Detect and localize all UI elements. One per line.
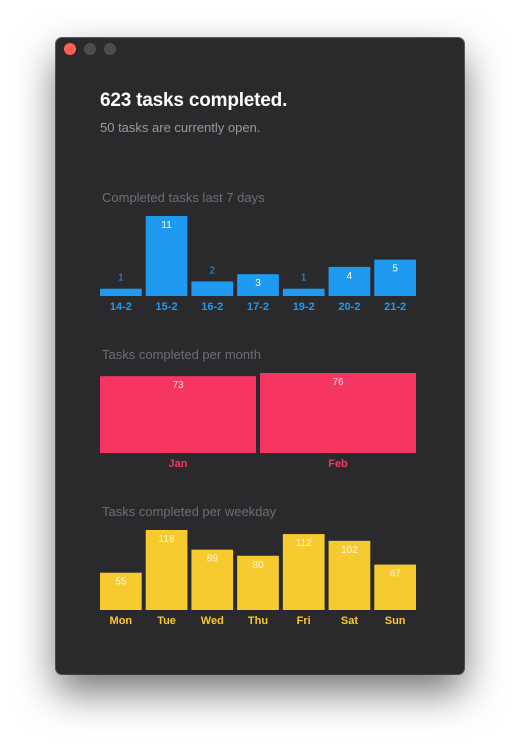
chart-plot: 73 Jan 76 Feb (100, 373, 416, 470)
value-label: 80 (252, 560, 264, 571)
category-label: 20-2 (338, 301, 360, 313)
chart-per-weekday: Tasks completed per weekday 55 Mon 118 Tue 8… (100, 504, 416, 634)
value-label: 5 (392, 264, 398, 275)
app-window: 623 tasks completed. 50 tasks are curren… (56, 38, 464, 674)
bar-Thu (237, 555, 279, 610)
value-label: 89 (207, 554, 219, 565)
bar-Feb (260, 373, 416, 453)
value-label: 76 (332, 377, 344, 388)
value-label: 73 (172, 380, 184, 391)
bar-19-2 (282, 288, 325, 296)
category-label: Sun (385, 615, 406, 627)
bar-Mon (100, 572, 142, 610)
chart-title: Tasks completed per weekday (102, 504, 277, 519)
value-label: 1 (301, 273, 307, 284)
value-label: 118 (159, 534, 175, 545)
value-label: 67 (390, 569, 402, 580)
bar-16-2 (191, 281, 234, 296)
category-label: Jan (169, 458, 188, 470)
bar-Sun (374, 564, 416, 610)
category-label: 19-2 (293, 301, 315, 313)
bar-Jan (100, 376, 256, 453)
category-label: Wed (201, 615, 224, 627)
category-label: Tue (157, 615, 176, 627)
category-label: 15-2 (156, 301, 178, 313)
value-label: 2 (210, 265, 216, 276)
bar-20-2 (328, 266, 371, 296)
completed-count-headline: 623 tasks completed. (100, 90, 288, 111)
bar-Wed (191, 549, 234, 610)
chart-title: Completed tasks last 7 days (102, 190, 265, 205)
value-label: 11 (161, 220, 172, 231)
bar-Fri (282, 534, 325, 610)
bar-15-2 (145, 216, 188, 296)
bar-17-2 (237, 274, 279, 296)
bar-Tue (145, 530, 188, 610)
category-label: Fri (297, 615, 311, 627)
open-tasks-subline: 50 tasks are currently open. (100, 120, 261, 135)
minimize-button[interactable] (84, 43, 96, 55)
chart-per-month: Tasks completed per month 73 Jan 76 Feb (100, 347, 416, 477)
value-label: 3 (255, 278, 261, 289)
value-label: 1 (118, 273, 124, 284)
value-label: 112 (296, 538, 312, 549)
bar-Sat (328, 540, 371, 610)
maximize-button[interactable] (104, 43, 116, 55)
value-label: 55 (115, 577, 127, 588)
category-label: 21-2 (384, 301, 406, 313)
category-label: Mon (110, 615, 133, 627)
category-label: 16-2 (201, 301, 223, 313)
category-label: 17-2 (247, 301, 269, 313)
chart-title: Tasks completed per month (102, 347, 261, 362)
bar-14-2 (100, 288, 142, 296)
category-label: 14-2 (110, 301, 132, 313)
category-label: Thu (248, 615, 268, 627)
chart-plot: 55 Mon 118 Tue 89 Wed 80 Thu 112 Fri 102 Sat 67 Sun (100, 530, 416, 627)
category-label: Sat (341, 615, 358, 627)
value-label: 102 (341, 545, 358, 556)
close-button[interactable] (64, 43, 76, 55)
bar-21-2 (374, 259, 416, 296)
title-bar[interactable] (56, 38, 464, 60)
chart-plot: 1 14-2 11 15-2 2 16-2 3 17-2 1 19-2 4 20-2 5 21-2 (100, 216, 416, 313)
category-label: Feb (328, 458, 348, 470)
value-label: 4 (347, 271, 353, 282)
chart-last-7-days: Completed tasks last 7 days 1 14-2 11 15-2 2… (100, 190, 416, 320)
